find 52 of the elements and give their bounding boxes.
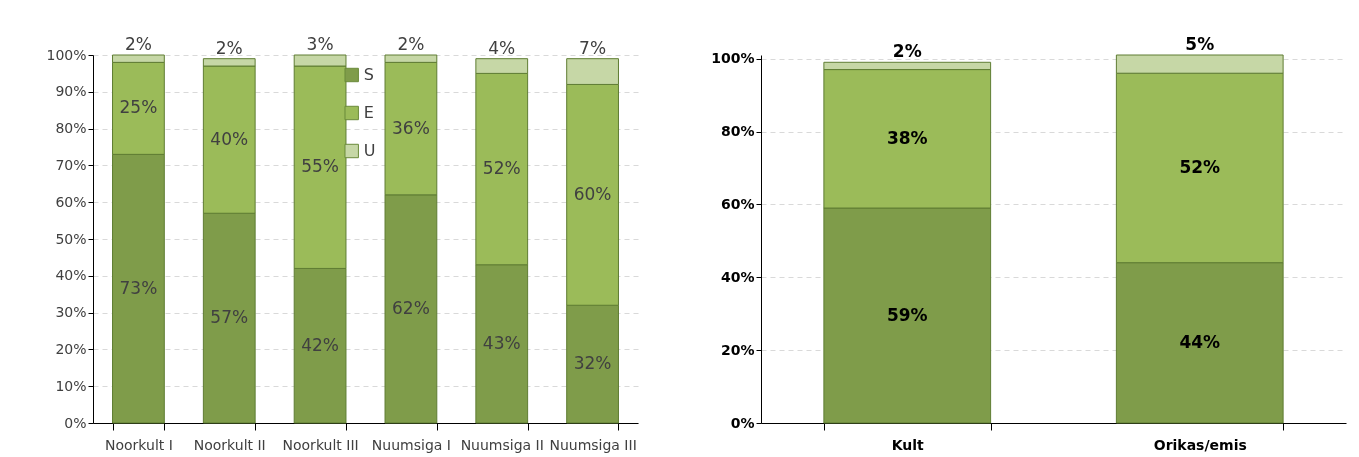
x-tick-label: Nuumsiga II xyxy=(460,436,544,453)
data-label: 36% xyxy=(392,117,430,138)
data-label: 52% xyxy=(482,158,521,179)
x-tick-label: Kult xyxy=(891,436,925,453)
y-tick-label: 50% xyxy=(55,230,87,247)
x-tick-label: Noorkult II xyxy=(193,436,266,453)
x-tick-label: Noorkult III xyxy=(282,436,359,453)
data-label: 52% xyxy=(1179,156,1221,177)
legend-label: S xyxy=(363,65,374,84)
data-label: 4% xyxy=(488,37,516,58)
y-tick-label: 40% xyxy=(55,267,87,284)
data-label: 2% xyxy=(215,37,243,58)
y-tick-label: 80% xyxy=(55,120,87,137)
y-tick-label: 20% xyxy=(55,340,87,357)
y-tick-label: 30% xyxy=(55,304,87,321)
data-label: 73% xyxy=(119,277,158,298)
data-label: 2% xyxy=(124,34,152,54)
x-tick-label: Nuumsiga III xyxy=(549,436,637,453)
data-label: 2% xyxy=(397,34,425,54)
y-tick-label: 100% xyxy=(46,46,87,63)
data-label: 32% xyxy=(573,353,612,374)
data-label: 25% xyxy=(119,97,158,118)
data-label: 43% xyxy=(482,332,521,353)
data-label: 5% xyxy=(1185,34,1215,54)
y-tick-label: 10% xyxy=(55,377,87,394)
data-label: 38% xyxy=(886,127,928,148)
x-tick-label: Noorkult I xyxy=(104,436,173,453)
data-label: 60% xyxy=(573,183,612,204)
data-label: 44% xyxy=(1179,331,1221,352)
y-tick-label: 70% xyxy=(55,156,87,173)
data-label: 7% xyxy=(579,37,607,58)
y-tick-label: 60% xyxy=(720,195,755,212)
y-tick-label: 60% xyxy=(55,193,87,210)
data-label: 62% xyxy=(392,297,430,318)
data-label: 59% xyxy=(886,304,928,325)
data-label: 3% xyxy=(306,34,334,54)
y-tick-label: 20% xyxy=(720,341,755,358)
data-label: 2% xyxy=(892,41,922,62)
data-label: 57% xyxy=(210,307,249,328)
legend-label: U xyxy=(363,141,376,160)
y-tick-label: 40% xyxy=(720,268,755,285)
y-tick-label: 90% xyxy=(55,83,87,100)
x-tick-label: Orikas/emis xyxy=(1153,436,1247,453)
y-tick-label: 100% xyxy=(711,50,755,67)
data-label: 42% xyxy=(301,334,339,355)
y-tick-label: 0% xyxy=(64,414,87,431)
data-label: 55% xyxy=(301,156,339,177)
y-tick-label: 80% xyxy=(720,123,755,140)
data-label: 40% xyxy=(210,128,249,149)
y-tick-label: 0% xyxy=(730,414,755,431)
x-tick-label: Nuumsiga I xyxy=(371,436,451,453)
legend-label: E xyxy=(363,103,374,122)
